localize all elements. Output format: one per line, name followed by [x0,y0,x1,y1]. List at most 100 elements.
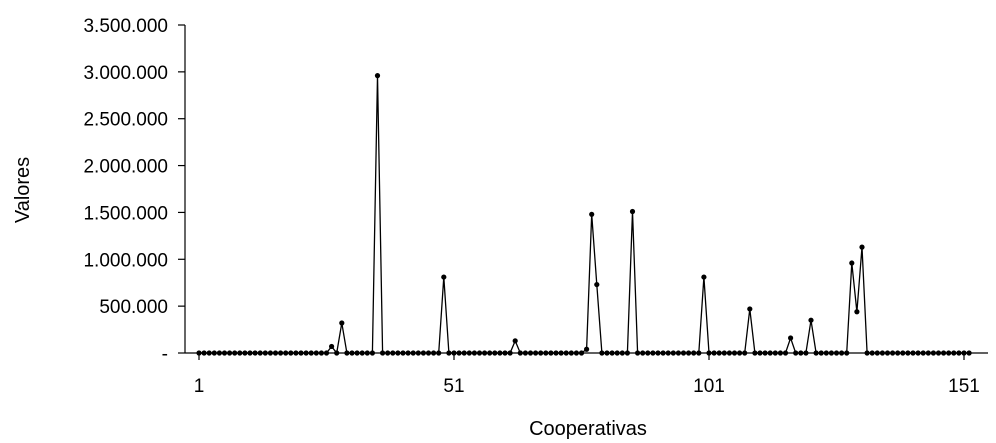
data-point [364,350,370,356]
data-point [686,350,692,356]
data-point [252,350,258,356]
data-point [599,350,605,356]
data-point [466,350,472,356]
data-point [451,350,457,356]
data-point [890,350,896,356]
x-tick-label: 151 [948,376,980,397]
data-point [390,350,396,356]
data-point [798,350,804,356]
data-point [691,350,697,356]
data-point [476,350,483,356]
data-point [512,338,518,344]
data-point [533,350,539,356]
data-point [884,350,891,356]
data-point [563,350,569,356]
data-point [910,350,916,356]
data-point [966,350,972,356]
data-point [747,306,753,312]
data-point [237,350,243,356]
data-point [619,350,625,356]
data-point [293,350,299,356]
data-point [716,350,722,356]
data-point [262,350,268,356]
data-point [242,350,248,356]
data-point [517,350,523,356]
data-point [879,350,886,356]
data-point [762,350,768,356]
data-point [436,350,442,356]
data-point [844,350,850,356]
data-point [624,350,631,356]
data-point [482,350,488,356]
data-point [808,317,814,323]
data-point [278,350,284,356]
y-tick-label: 2.000.000 [83,157,168,178]
data-point [471,350,477,356]
data-point [742,350,748,356]
data-point [660,350,666,356]
data-point [420,350,426,356]
data-point [869,350,875,356]
data-point [303,350,309,356]
data-point [793,350,799,356]
y-tick-label: 3.000.000 [83,63,168,84]
data-point [803,350,809,356]
data-point [329,343,335,350]
data-point [818,350,824,356]
data-point [645,350,651,356]
data-point [767,350,773,356]
data-point [752,350,758,356]
data-point [211,350,217,356]
data-point [864,350,870,356]
data-point [594,281,600,288]
data-point [527,350,534,356]
data-point [859,244,865,250]
data-point [777,350,784,356]
data-point [425,350,432,356]
x-ticks: 1 51 101 151 [194,353,980,397]
x-tick-label: 101 [693,376,725,397]
data-point [813,350,819,356]
data-point [354,350,360,356]
data-point [431,350,437,356]
data-point [298,350,304,356]
data-point [828,350,835,356]
data-point [731,350,738,356]
data-point [272,350,279,356]
data-point [726,350,733,356]
x-tick-label: 1 [194,376,205,397]
data-point [635,350,641,356]
data-point [961,350,967,356]
data-point [487,350,493,356]
y-tick-label: 3.500.000 [83,16,168,37]
data-point [629,208,636,215]
data-point [772,350,778,356]
data-point [507,350,513,356]
data-point [385,350,391,356]
y-axis-title: Valores [12,157,34,223]
data-point [492,350,498,356]
axes [184,25,988,354]
data-point [257,350,263,356]
data-point [247,350,253,356]
y-tick-label: 500.000 [99,297,168,318]
data-point [334,350,340,356]
data-point [553,350,559,356]
data-point [313,350,319,356]
data-point [573,350,580,356]
data-point [221,350,228,356]
data-point [497,350,503,356]
data-point [339,320,345,326]
y-tick-label: 2.500.000 [83,110,168,131]
series-group [196,73,972,356]
data-point [206,350,212,356]
data-point [558,350,564,356]
data-point [895,350,901,356]
data-point [201,350,207,356]
data-point [905,350,911,356]
data-point [359,350,365,356]
data-point [833,350,840,356]
data-point [609,350,615,356]
data-point [951,350,957,356]
data-point [737,350,743,356]
